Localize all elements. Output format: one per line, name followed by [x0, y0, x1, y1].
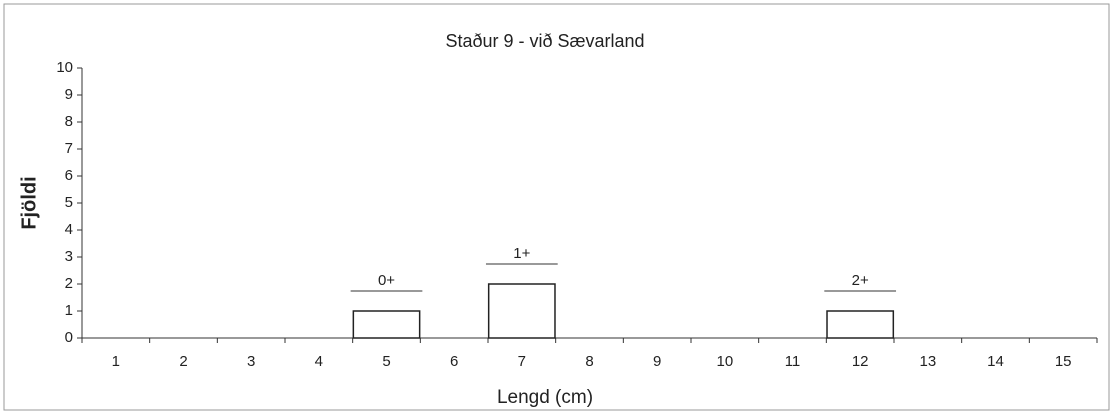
annotation: 2+	[852, 272, 869, 289]
x-tick-label: 8	[585, 353, 593, 370]
y-tick-label: 6	[65, 167, 73, 184]
x-tick-label: 5	[382, 353, 390, 370]
y-tick-label: 5	[65, 194, 73, 211]
x-tick-label: 4	[315, 353, 323, 370]
x-tick-label: 1	[112, 353, 120, 370]
chart-title: Staður 9 - við Sævarland	[445, 31, 644, 51]
x-tick-label: 11	[785, 353, 801, 370]
bar	[352, 310, 421, 339]
annotation: 0+	[378, 272, 395, 289]
y-tick-label: 9	[65, 86, 73, 103]
x-axis-label: Lengd (cm)	[497, 387, 593, 408]
y-tick-label: 7	[65, 140, 73, 157]
x-tick-label: 14	[987, 353, 1004, 370]
annotation: 1+	[513, 245, 530, 262]
y-tick-label: 10	[56, 59, 73, 76]
y-tick-label: 8	[65, 113, 73, 130]
x-tick-label: 12	[852, 353, 869, 370]
x-tick-label: 3	[247, 353, 255, 370]
y-tick-label: 3	[65, 248, 73, 265]
y-tick-label: 1	[65, 302, 73, 319]
y-tick-label: 4	[65, 221, 73, 238]
y-axis-label: Fjöldi	[18, 176, 40, 229]
y-tick-label: 2	[65, 275, 73, 292]
bar	[487, 283, 556, 339]
x-tick-label: 13	[919, 353, 936, 370]
x-tick-label: 9	[653, 353, 661, 370]
x-tick-label: 6	[450, 353, 458, 370]
chart-frame	[3, 3, 1110, 411]
x-tick-label: 2	[179, 353, 187, 370]
y-tick-label: 0	[65, 329, 73, 346]
x-tick-label: 7	[518, 353, 526, 370]
bar	[826, 310, 895, 339]
x-tick-label: 15	[1055, 353, 1072, 370]
x-tick-label: 10	[716, 353, 733, 370]
